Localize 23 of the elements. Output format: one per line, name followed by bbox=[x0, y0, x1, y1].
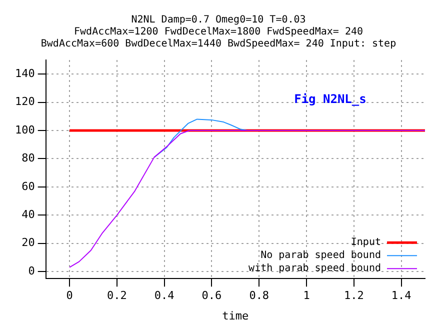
y-tick-label: 0 bbox=[28, 264, 35, 278]
annotation: Fig N2NL_s bbox=[294, 92, 366, 106]
x-tick-label: 1 bbox=[303, 289, 310, 302]
x-tick-label: 0.6 bbox=[202, 289, 222, 302]
y-tick-label: 20 bbox=[22, 236, 35, 250]
x-tick-label: 1.2 bbox=[344, 289, 364, 302]
y-tick-label: 80 bbox=[22, 152, 35, 165]
x-tick-label: 0.2 bbox=[107, 289, 127, 302]
chart-title: N2NL Damp=0.7 Omeg0=10 T=0.03 bbox=[131, 14, 306, 26]
legend-label: with parab speed bound bbox=[248, 263, 381, 274]
y-tick-label: 140 bbox=[14, 66, 35, 80]
legend-label: No parab speed bound bbox=[260, 250, 381, 262]
y-tick-label: 60 bbox=[22, 180, 35, 193]
legend-label: Input bbox=[350, 237, 381, 248]
x-tick-label: 0.8 bbox=[249, 289, 270, 302]
x-tick-label: 0.4 bbox=[154, 289, 175, 302]
y-tick-label: 40 bbox=[22, 208, 35, 221]
x-tick-label: 1.4 bbox=[391, 289, 412, 302]
y-tick-label: 120 bbox=[14, 95, 35, 108]
y-tick-label: 100 bbox=[14, 123, 35, 136]
chart-subtitle: FwdAccMax=1200 FwdDecelMax=1800 FwdSpeedMax= 240 BwdAccMax=600 BwdDecelMax=1440 BwdSpeedMax= 240 Input: step bbox=[40, 26, 396, 50]
x-tick-label: 0 bbox=[66, 289, 73, 302]
x-axis-title: time bbox=[222, 309, 249, 322]
